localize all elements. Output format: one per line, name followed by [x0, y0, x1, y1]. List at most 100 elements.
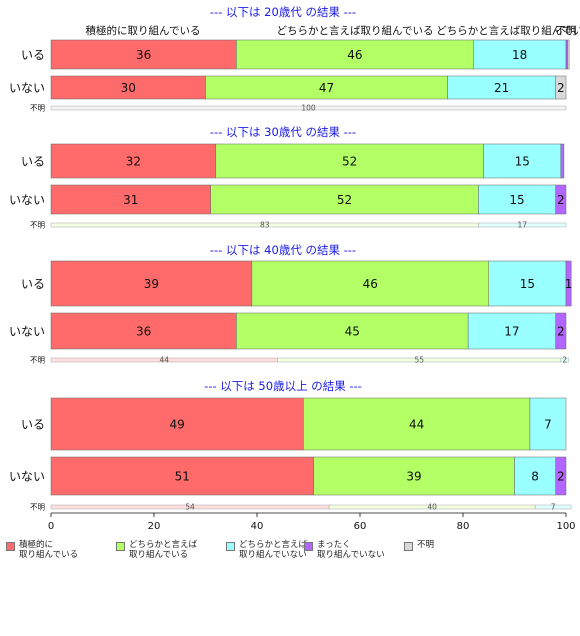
legend-label: どちらかと言えば 取り組んでいる: [129, 540, 198, 560]
data-label: 1: [565, 277, 573, 291]
panel-title-3: --- 以下は 50歳以上 の結果 ---: [204, 379, 362, 393]
x-tick-label: 100: [556, 521, 575, 532]
legend-swatch: [6, 542, 15, 551]
data-label: 15: [509, 193, 524, 207]
legend-label: どちらかと言えば 取り組んでいない: [239, 540, 308, 560]
data-label: 55: [414, 356, 424, 365]
bar-segment: [478, 184, 556, 215]
row-label: いない: [9, 325, 45, 339]
column-header-0: 積極的に取り組んでいる: [86, 24, 201, 37]
row-label: 不明: [30, 221, 45, 230]
data-label: 83: [260, 221, 270, 230]
bar-segment: [50, 397, 304, 451]
data-label: 52: [337, 193, 352, 207]
bar-segment: [50, 39, 237, 70]
bar-segment: [555, 312, 567, 350]
data-label: 21: [494, 81, 509, 95]
data-label: 44: [409, 418, 424, 432]
data-label: 7: [551, 503, 556, 512]
bar-segment: [236, 39, 474, 70]
row-label: いる: [21, 418, 45, 432]
bar-segment: [303, 397, 531, 451]
data-label: 2: [557, 325, 565, 339]
legend-swatch: [304, 542, 313, 551]
data-label: 15: [515, 155, 530, 169]
legend-label: まったく 取り組んでいない: [317, 540, 385, 560]
data-label: 15: [520, 277, 535, 291]
bar-segment: [210, 184, 479, 215]
data-label: 44: [160, 356, 170, 365]
bar-segment: [560, 143, 565, 179]
bar-segment: [560, 357, 569, 363]
data-label: 100: [301, 104, 316, 113]
data-label: 47: [319, 81, 334, 95]
bar-segment: [236, 312, 469, 350]
data-label: 30: [121, 81, 136, 95]
bar-segment: [478, 222, 567, 228]
legend-swatch: [404, 542, 413, 551]
bar-segment: [215, 143, 484, 179]
column-header-1: どちらかと言えば取り組んでいる: [277, 24, 434, 37]
row-label: 不明: [30, 356, 45, 365]
bar-segment: [50, 312, 237, 350]
bar-segment: [483, 143, 562, 179]
bar-segment: [488, 260, 567, 307]
data-label: 36: [136, 48, 151, 62]
data-label: 2: [562, 356, 567, 365]
data-label: 49: [170, 418, 185, 432]
bar-segment: [567, 39, 570, 70]
row-label: 不明: [30, 503, 45, 512]
legend-label: 不明: [417, 540, 435, 550]
data-label: 7: [544, 418, 552, 432]
data-label: 39: [144, 277, 159, 291]
bar-segment: [555, 456, 567, 496]
data-label: 39: [406, 470, 421, 484]
data-label: 2: [557, 470, 565, 484]
bar-segment: [555, 75, 567, 100]
row-label: いる: [21, 48, 45, 62]
data-label: 31: [123, 193, 138, 207]
legend-item: どちらかと言えば 取り組んでいない: [226, 540, 307, 560]
row-label: いる: [21, 277, 45, 291]
row-label: いない: [9, 193, 45, 207]
data-label: 51: [175, 470, 190, 484]
column-header-3: 不明: [556, 25, 577, 37]
row-label: 不明: [30, 104, 45, 113]
row-label: いる: [21, 155, 45, 169]
data-label: 54: [185, 503, 195, 512]
legend-item: どちらかと言えば 取り組んでいる: [116, 540, 197, 560]
chart-legend: 積極的に 取り組んでいる どちらかと言えば 取り組んでいる どちらかと言えば 取り組…: [6, 540, 576, 570]
x-tick-label: 40: [251, 521, 264, 532]
x-tick-label: 0: [48, 521, 54, 532]
data-label: 18: [512, 48, 527, 62]
x-tick-label: 60: [354, 521, 367, 532]
panel-title-0: --- 以下は 20歳代 の結果 ---: [210, 5, 356, 19]
data-label: 2: [557, 81, 565, 95]
bar-segment: [251, 260, 489, 307]
legend-label: 積極的に 取り組んでいる: [19, 540, 79, 560]
bar-segment: [313, 456, 515, 496]
bar-segment: [50, 143, 217, 179]
x-tick-label: 80: [457, 521, 470, 532]
legend-swatch: [116, 542, 125, 551]
x-tick-label: 20: [148, 521, 161, 532]
data-label: 32: [126, 155, 141, 169]
panel-title-1: --- 以下は 30歳代 の結果 ---: [210, 125, 356, 139]
data-label: 52: [342, 155, 357, 169]
bar-segment: [50, 456, 314, 496]
bar-segment: [529, 397, 567, 451]
legend-item: まったく 取り組んでいない: [304, 540, 385, 560]
bar-segment: [473, 39, 567, 70]
panel-title-2: --- 以下は 40歳代 の結果 ---: [210, 243, 356, 257]
bar-segment: [565, 260, 572, 307]
legend-item: 積極的に 取り組んでいる: [6, 540, 78, 560]
row-label: いない: [9, 81, 45, 95]
legend-item: 不明: [404, 540, 434, 551]
data-label: 46: [347, 48, 362, 62]
data-label: 2: [557, 193, 565, 207]
bar-segment: [50, 260, 253, 307]
data-label: 8: [531, 470, 539, 484]
bar-segment: [50, 105, 567, 111]
row-label: いない: [9, 470, 45, 484]
